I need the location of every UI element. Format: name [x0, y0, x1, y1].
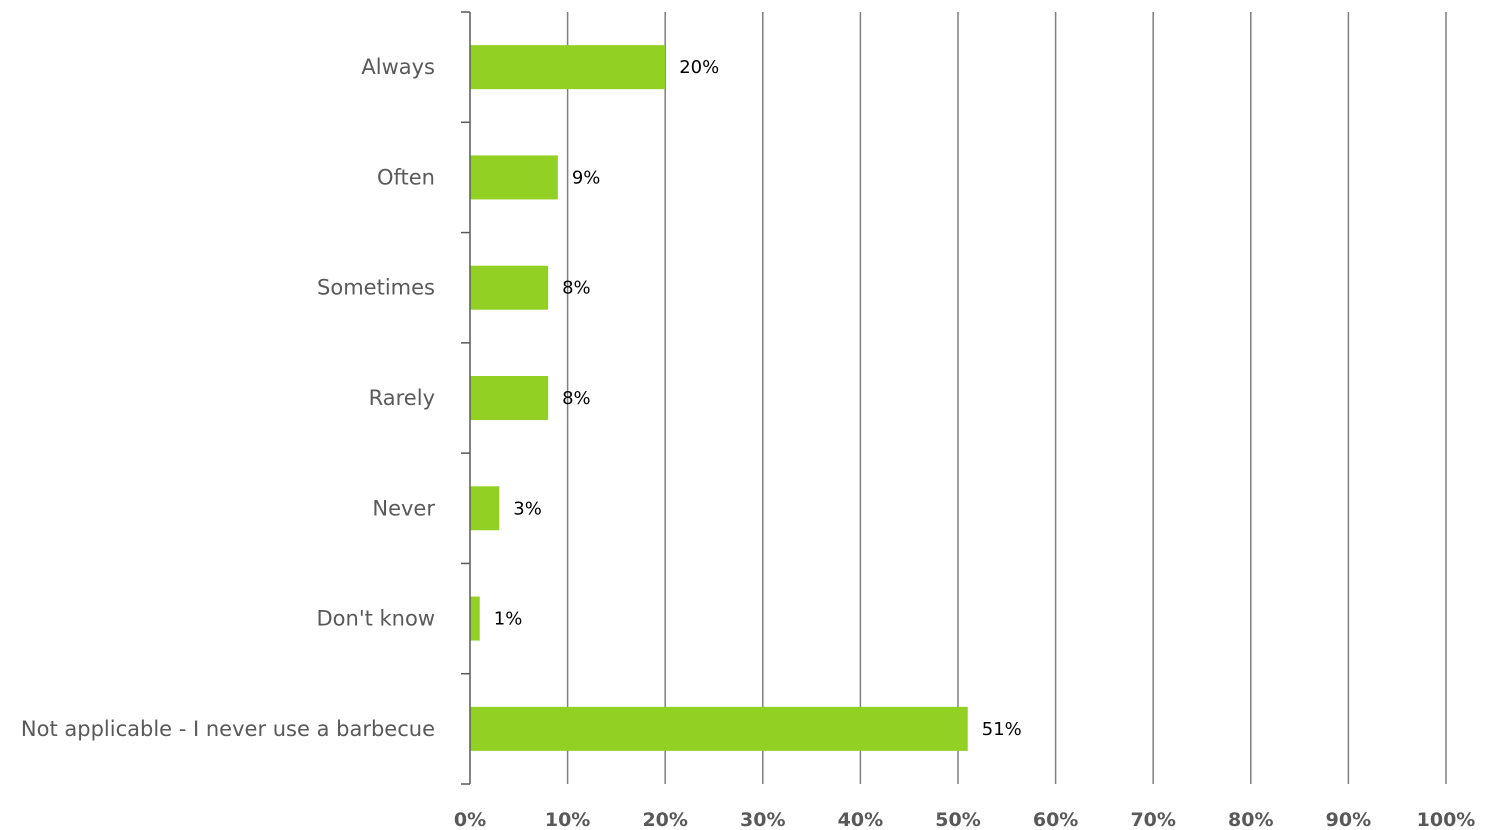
data-label-0: 20% [679, 57, 719, 78]
bar-0 [470, 45, 666, 90]
category-label-4: Never [372, 496, 435, 520]
data-labels: 20% 9% 8% 8% 3% 1% 51% [494, 57, 1022, 740]
category-label-3: Rarely [369, 386, 435, 410]
data-label-4: 3% [513, 498, 542, 519]
category-label-0: Always [361, 55, 435, 79]
x-tick-label-0: 0% [454, 809, 486, 830]
data-label-6: 51% [982, 719, 1022, 740]
data-label-5: 1% [494, 609, 523, 630]
x-tick-label-90: 90% [1326, 809, 1371, 830]
x-tick-label-70: 70% [1130, 809, 1175, 830]
bar-2 [470, 265, 549, 310]
bar-4 [470, 486, 500, 531]
x-tick-label-60: 60% [1033, 809, 1078, 830]
bar-6 [470, 706, 968, 751]
bar-5 [470, 596, 480, 641]
x-tick-label-80: 80% [1228, 809, 1273, 830]
x-tick-labels: 0% 10% 20% 30% 40% 50% 60% 70% 80% 90% 100% [454, 809, 1475, 830]
category-label-6: Not applicable - I never use a barbecue [21, 717, 435, 741]
gridlines [566, 12, 1447, 784]
category-labels: Always Often Sometimes Rarely Never Don't kno… [21, 55, 435, 741]
x-tick-label-100: 100% [1417, 809, 1476, 830]
x-tick-label-20: 20% [642, 809, 687, 830]
data-label-2: 8% [562, 278, 591, 299]
bars [470, 45, 968, 751]
x-tick-label-40: 40% [838, 809, 883, 830]
x-tick-label-30: 30% [740, 809, 785, 830]
category-label-1: Often [377, 165, 435, 189]
x-tick-label-10: 10% [545, 809, 590, 830]
category-label-5: Don't know [316, 607, 435, 631]
category-label-2: Sometimes [317, 276, 435, 300]
data-label-3: 8% [562, 388, 591, 409]
bar-1 [470, 155, 558, 200]
bar-3 [470, 376, 549, 420]
y-axis-ticks [461, 11, 470, 785]
data-label-1: 9% [572, 167, 601, 188]
x-tick-label-50: 50% [935, 809, 980, 830]
